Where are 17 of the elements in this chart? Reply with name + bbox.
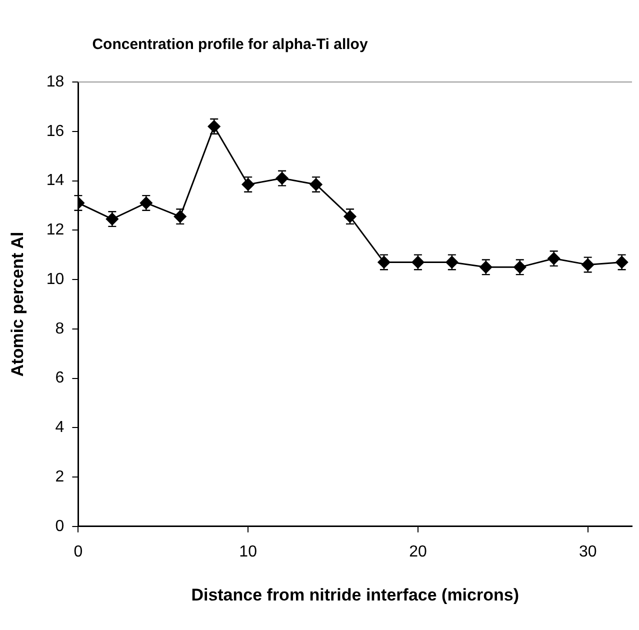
y-tick-label: 0 [55,518,64,535]
y-tick-label: 10 [46,270,64,288]
y-tick-label: 2 [55,468,64,486]
y-tick-label: 4 [55,419,64,436]
y-axis-title: Atomic percent Al [8,232,27,377]
x-tick-label: 20 [409,543,427,560]
y-tick-label: 6 [55,370,64,387]
y-tick-label: 12 [46,222,64,239]
chart-title: Concentration profile for alpha-Ti alloy [91,36,369,53]
y-tick-label: 8 [55,320,64,338]
x-tick-label: 10 [239,543,258,560]
y-tick-label: 16 [46,122,64,140]
y-tick-label: 18 [46,73,64,90]
y-tick-label: 14 [46,172,64,190]
x-tick-label: 30 [578,543,597,560]
x-tick-label: 0 [74,543,83,560]
x-axis-title: Distance from nitride interface (microns) [191,585,520,604]
